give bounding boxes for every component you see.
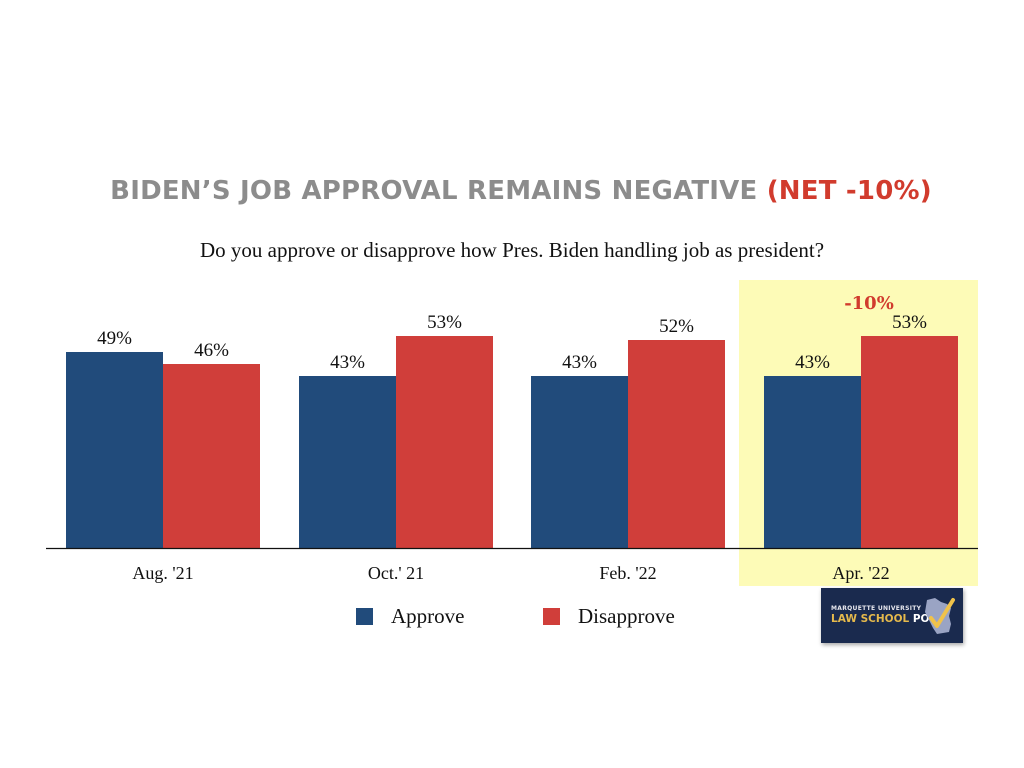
bar-approve-aug-21	[66, 352, 163, 548]
chart-subtitle: Do you approve or disapprove how Pres. B…	[199, 238, 825, 262]
chart-title-main: BIDEN’S JOB APPROVAL REMAINS NEGATIVE	[110, 176, 767, 206]
data-label-approve-oct-21: 43%	[330, 352, 365, 373]
logo-line1: MARQUETTE UNIVERSITY	[831, 605, 922, 612]
x-tick-label-apr-22: Apr. '22	[832, 563, 889, 583]
legend-label-disapprove: Disapprove	[578, 604, 675, 628]
data-label-disapprove-aug-21: 46%	[194, 340, 229, 361]
chart-title-net: (NET -10%)	[766, 176, 932, 206]
marquette-law-school-poll-logo: MARQUETTE UNIVERSITY LAW SCHOOL POLL	[821, 588, 963, 643]
data-label-approve-apr-22: 43%	[795, 352, 830, 373]
bar-disapprove-oct-21	[396, 336, 493, 548]
legend-swatch-disapprove	[543, 608, 560, 625]
logo-law-school: LAW SCHOOL	[831, 613, 910, 625]
chart-legend: Approve Disapprove	[0, 604, 1024, 634]
legend-swatch-approve	[356, 608, 373, 625]
bar-chart: -10% 49% 46% 43% 53% 43% 52% 43% 53% Aug. '21 Oct…	[46, 280, 978, 586]
data-label-approve-aug-21: 49%	[97, 328, 132, 349]
data-label-disapprove-feb-22: 52%	[659, 316, 694, 337]
net-annotation: -10%	[844, 293, 894, 314]
bar-disapprove-feb-22	[628, 340, 725, 548]
x-tick-label-feb-22: Feb. '22	[599, 563, 656, 583]
wisconsin-checkmark-icon	[925, 598, 955, 634]
x-tick-label-oct-21: Oct.' 21	[368, 563, 424, 583]
legend-label-approve: Approve	[391, 604, 465, 628]
x-tick-label-aug-21: Aug. '21	[132, 563, 193, 583]
legend-item-approve: Approve	[356, 604, 464, 629]
bar-approve-oct-21	[299, 376, 396, 548]
bar-disapprove-aug-21	[163, 364, 260, 548]
bar-approve-apr-22	[764, 376, 861, 548]
data-label-disapprove-oct-21: 53%	[427, 312, 462, 333]
legend-item-disapprove: Disapprove	[543, 604, 675, 629]
data-label-disapprove-apr-22: 53%	[892, 312, 927, 333]
bar-approve-feb-22	[531, 376, 628, 548]
bar-disapprove-apr-22	[861, 336, 958, 548]
data-label-approve-feb-22: 43%	[562, 352, 597, 373]
chart-title: BIDEN’S JOB APPROVAL REMAINS NEGATIVE (N…	[0, 176, 1024, 206]
